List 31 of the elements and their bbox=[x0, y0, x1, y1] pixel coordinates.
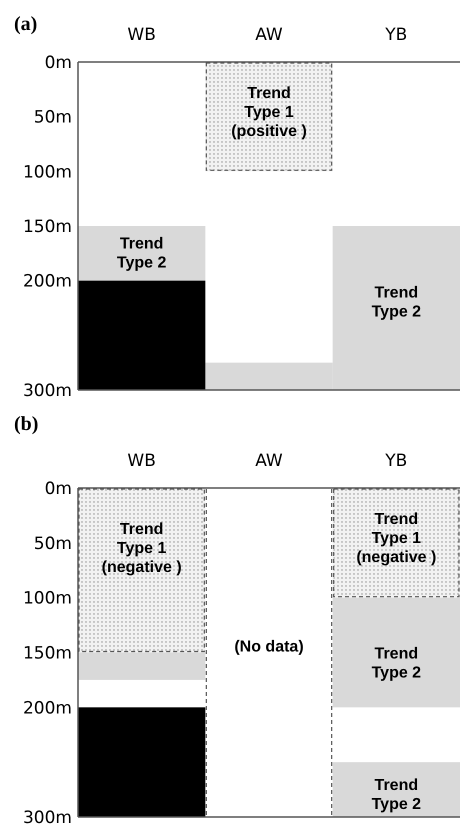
annotation: Trend Type 2 bbox=[372, 645, 422, 682]
x-tick-label: YB bbox=[384, 451, 408, 471]
annotation: (No data) bbox=[234, 638, 304, 656]
x-tick-label: WB bbox=[127, 25, 156, 45]
bar bbox=[78, 652, 206, 680]
y-tick-label: 300m bbox=[22, 808, 72, 824]
y-tick-label: 50m bbox=[34, 534, 72, 554]
y-tick-label: 100m bbox=[22, 162, 72, 182]
annotation: Trend Type 2 bbox=[372, 284, 422, 321]
y-tick-label: 200m bbox=[22, 698, 72, 718]
y-tick-label: 0m bbox=[44, 52, 72, 73]
chart-title: (a) bbox=[14, 13, 38, 35]
y-tick-label: 300m bbox=[22, 380, 72, 401]
annotation: Trend Type 2 bbox=[372, 777, 422, 814]
y-tick-label: 50m bbox=[34, 108, 72, 128]
y-tick-label: 150m bbox=[22, 643, 72, 664]
x-tick-label: AW bbox=[255, 451, 283, 471]
x-tick-label: AW bbox=[255, 25, 283, 45]
chart-title: (b) bbox=[14, 413, 38, 435]
annotation: Trend Type 1 (positive ) bbox=[231, 84, 307, 140]
annotation: Trend Type 1 (negative ) bbox=[102, 520, 182, 576]
y-tick-label: 200m bbox=[22, 272, 72, 292]
annotation: Trend Type 1 (negative ) bbox=[356, 510, 436, 566]
annotation: Trend Type 2 bbox=[116, 235, 167, 272]
x-tick-label: WB bbox=[127, 451, 156, 471]
y-tick-label: 100m bbox=[22, 588, 72, 609]
bar bbox=[78, 707, 206, 817]
bar bbox=[332, 762, 460, 817]
y-tick-label: 0m bbox=[44, 478, 72, 499]
x-tick-label: YB bbox=[384, 25, 408, 45]
y-tick-label: 150m bbox=[22, 216, 72, 237]
